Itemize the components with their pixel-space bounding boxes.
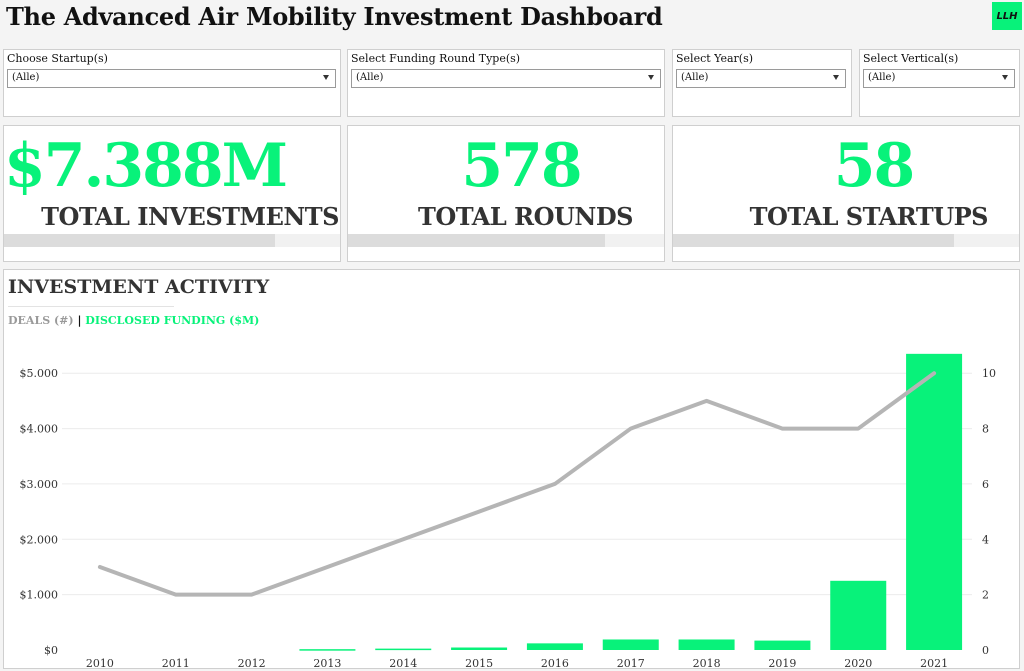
kpi-rounds-value: 578 (461, 131, 582, 201)
y-left-tick-label: $0 (44, 644, 58, 657)
funding-bar (451, 647, 508, 650)
deals-line (97, 371, 937, 597)
funding-bar (299, 649, 356, 651)
funding-bar (754, 640, 811, 650)
y-left-tick-label: $4.000 (20, 423, 59, 436)
filter-round-panel: Select Funding Round Type(s) (Alle) (347, 49, 665, 117)
y-right-tick-label: 6 (982, 478, 989, 491)
y-right-tick-label: 10 (982, 367, 996, 380)
x-tick-label: 2017 (617, 657, 645, 668)
kpi-rounds-bar-fill (348, 234, 605, 247)
y-right-tick-label: 4 (982, 533, 989, 546)
round-type-select[interactable]: (Alle) (351, 69, 661, 88)
legend-deals[interactable]: DEALS (#) (8, 314, 74, 327)
kpi-investments-value: $7.388M (4, 131, 288, 201)
vertical-select[interactable]: (Alle) (863, 69, 1015, 88)
filter-vertical-label: Select Vertical(s) (863, 52, 959, 65)
kpi-startups-value: 58 (833, 131, 916, 201)
filter-year-panel: Select Year(s) (Alle) (672, 49, 852, 117)
dropdown-arrow-icon (648, 75, 654, 80)
x-tick-label: 2010 (86, 657, 114, 668)
vertical-select-value: (Alle) (868, 72, 896, 83)
kpi-rounds-panel: 578 TOTAL ROUNDS (347, 125, 665, 262)
y-right-tick-label: 2 (982, 589, 989, 602)
funding-bar (526, 643, 583, 650)
chart-title: INVESTMENT ACTIVITY (8, 276, 270, 298)
year-select-value: (Alle) (681, 72, 709, 83)
kpi-rounds-bar (348, 234, 664, 247)
x-tick-label: 2021 (920, 657, 948, 668)
kpi-startups-bar-fill (673, 234, 954, 247)
filter-startup-panel: Choose Startup(s) (Alle) (3, 49, 341, 117)
chart-title-underline (8, 306, 174, 307)
startup-select-value: (Alle) (12, 72, 40, 83)
kpi-startups-panel: 58 TOTAL STARTUPS (672, 125, 1020, 262)
legend-funding[interactable]: DISCLOSED FUNDING ($M) (85, 314, 260, 327)
kpi-investments-panel: $7.388M TOTAL INVESTMENTS (3, 125, 341, 262)
dropdown-arrow-icon (833, 75, 839, 80)
kpi-startups-bar (673, 234, 1019, 247)
kpi-investments-bar (4, 234, 340, 247)
x-tick-label: 2013 (313, 657, 341, 668)
kpi-investments-bar-fill (4, 234, 275, 247)
funding-bar (830, 580, 887, 650)
x-tick-label: 2014 (389, 657, 417, 668)
y-left-tick-label: $3.000 (20, 478, 59, 491)
kpi-investments-label: TOTAL INVESTMENTS (41, 202, 339, 231)
x-tick-label: 2015 (465, 657, 493, 668)
legend-separator: | (77, 314, 82, 327)
filter-year-label: Select Year(s) (676, 52, 754, 65)
funding-bar (906, 353, 963, 650)
y-right-tick-label: 0 (982, 644, 989, 657)
funding-bar (375, 648, 432, 651)
page-title: The Advanced Air Mobility Investment Das… (6, 2, 663, 31)
x-tick-label: 2018 (693, 657, 721, 668)
y-left-tick-label: $2.000 (20, 533, 59, 546)
filter-vertical-panel: Select Vertical(s) (Alle) (859, 49, 1020, 117)
x-tick-label: 2012 (238, 657, 266, 668)
startup-select[interactable]: (Alle) (7, 69, 336, 88)
filter-startup-label: Choose Startup(s) (7, 52, 108, 65)
y-left-tick-label: $5.000 (20, 367, 59, 380)
year-select[interactable]: (Alle) (676, 69, 846, 88)
kpi-rounds-label: TOTAL ROUNDS (417, 202, 634, 231)
y-right-tick-label: 8 (982, 423, 989, 436)
dropdown-arrow-icon (323, 75, 329, 80)
investment-activity-chart: $0 $1.000 $2.000 $3.000 $4.000 $5.000 0 2 4 6 8 10 2… (20, 353, 996, 668)
x-tick-label: 2020 (844, 657, 872, 668)
x-tick-label: 2011 (162, 657, 190, 668)
logo-icon[interactable]: LLH (992, 2, 1022, 30)
x-tick-label: 2019 (768, 657, 796, 668)
y-left-tick-label: $1.000 (20, 589, 59, 602)
kpi-startups-label: TOTAL STARTUPS (749, 202, 989, 231)
dropdown-arrow-icon (1002, 75, 1008, 80)
chart-legend: DEALS (#) | DISCLOSED FUNDING ($M) (8, 314, 259, 327)
funding-bar (602, 639, 659, 650)
investment-activity-panel: INVESTMENT ACTIVITY DEALS (#) | DISCLOSE… (3, 269, 1020, 669)
filter-round-label: Select Funding Round Type(s) (351, 52, 521, 65)
x-tick-label: 2016 (541, 657, 569, 668)
round-type-select-value: (Alle) (356, 72, 384, 83)
funding-bar (678, 639, 735, 650)
